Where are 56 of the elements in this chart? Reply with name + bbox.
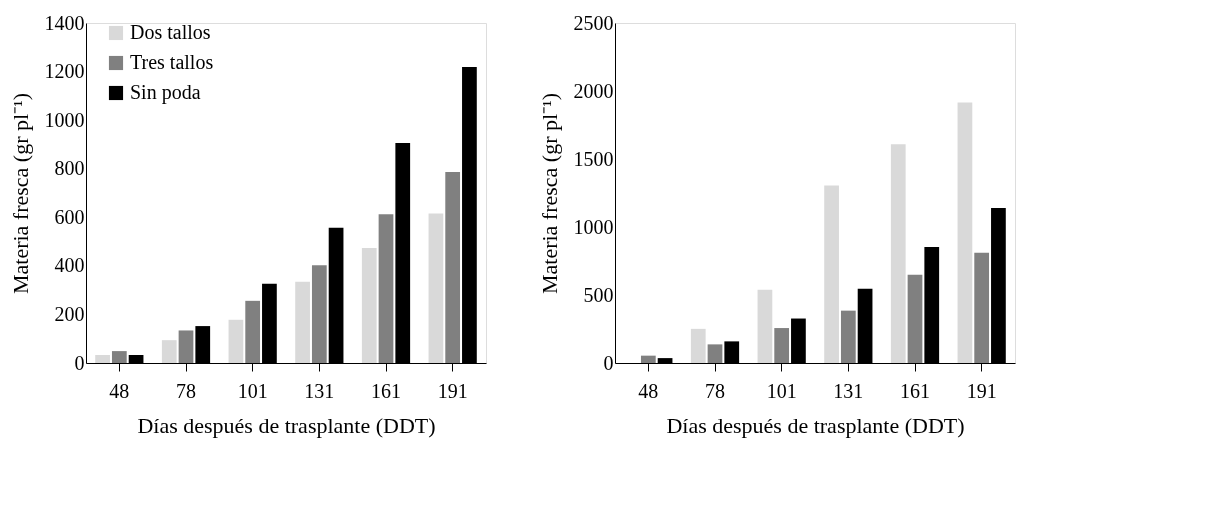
x-tick-label: 161	[371, 379, 401, 402]
y-tick-label: 500	[583, 283, 614, 306]
bar	[890, 144, 906, 363]
y-tick-label: 400	[54, 254, 85, 277]
y-tick-label: 1000	[573, 215, 614, 238]
y-tick-label: 600	[54, 205, 85, 228]
y-axis-title: Materia fresca (gr pl⁻¹)	[7, 92, 33, 295]
bar	[774, 328, 790, 363]
bar	[95, 354, 110, 363]
x-tick-label: 78	[176, 379, 196, 402]
legend-label: Tres tallos	[130, 51, 214, 73]
bar	[707, 344, 723, 363]
x-tick-label: 78	[705, 379, 725, 402]
bar	[840, 310, 856, 363]
x-tick-label: 191	[966, 379, 997, 402]
y-tick-label: 800	[54, 157, 85, 180]
legend-label: Sin poda	[130, 81, 201, 104]
x-tick-label: 191	[437, 379, 468, 402]
legend-label: Dos tallos	[130, 21, 211, 43]
bar	[111, 351, 127, 363]
x-tick-label: 131	[833, 379, 864, 402]
x-tick-label: 48	[109, 379, 130, 402]
y-tick-label: 1400	[44, 11, 85, 34]
y-tick-label: 0	[74, 351, 85, 374]
bar	[974, 252, 990, 363]
y-tick-label: 2000	[573, 79, 614, 102]
y-tick-label: 200	[54, 302, 85, 325]
x-tick-label: 101	[237, 379, 268, 402]
bar	[161, 340, 177, 363]
y-tick-label: 1500	[573, 147, 614, 170]
x-axis-title: Días después de trasplante (DDT)	[666, 412, 965, 438]
bar	[295, 281, 310, 363]
y-axis-title: Materia fresca (gr pl⁻¹)	[536, 92, 562, 295]
x-tick-label: 131	[304, 379, 335, 402]
x-tick-label: 48	[638, 379, 659, 402]
x-axis-title: Días después de trasplante (DDT)	[137, 412, 436, 438]
bar	[907, 274, 923, 363]
bar	[640, 355, 656, 363]
y-tick-label: 1200	[44, 60, 85, 83]
y-tick-label: 2500	[573, 11, 614, 34]
bar	[178, 330, 194, 363]
bar	[361, 247, 377, 363]
y-tick-label: 0	[603, 351, 614, 374]
x-tick-label: 161	[900, 379, 930, 402]
bar	[228, 319, 244, 363]
x-tick-label: 101	[766, 379, 797, 402]
bar	[445, 172, 461, 363]
bar	[757, 289, 773, 363]
bar	[957, 102, 973, 363]
bar	[824, 185, 839, 363]
bar	[245, 300, 261, 363]
bar	[428, 213, 444, 363]
bar	[378, 214, 394, 363]
y-tick-label: 1000	[44, 108, 85, 131]
bar	[690, 328, 706, 363]
bar	[311, 265, 327, 363]
